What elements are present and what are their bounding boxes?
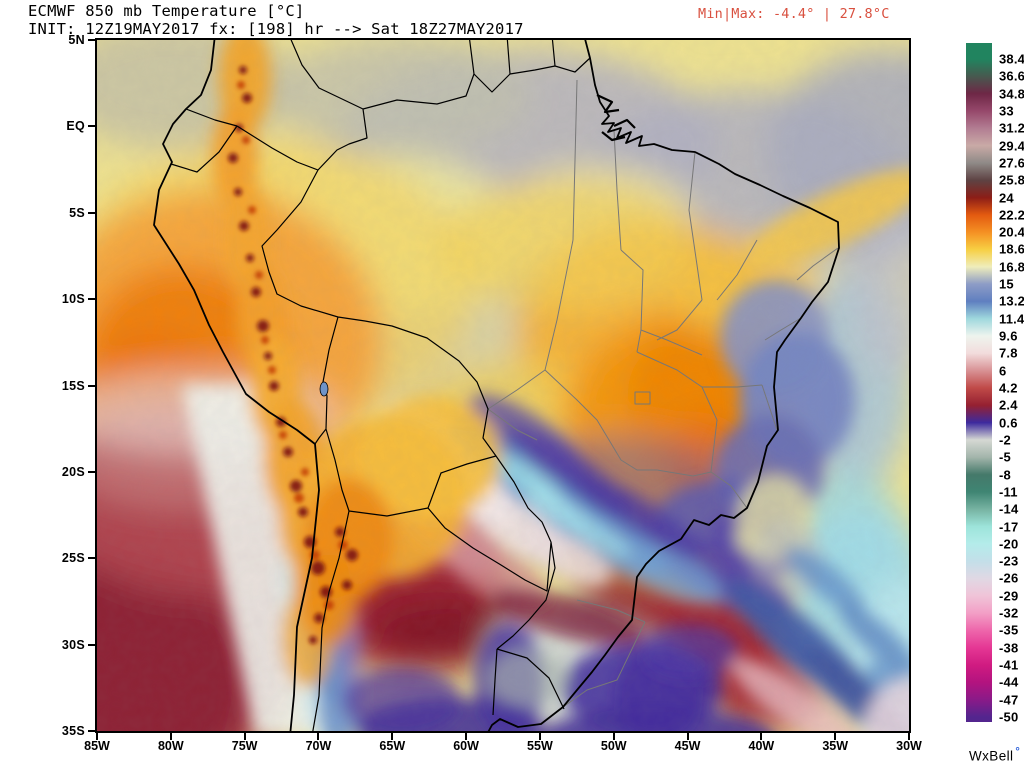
lon-tick-60W [465,733,468,740]
lat-tick-25S [88,557,95,560]
lat-label-10S: 10S [61,292,85,307]
lon-tick-40W [760,733,763,740]
colorbar-value-18.6: 18.6 [999,241,1024,257]
colorbar-value-9.6: 9.6 [999,328,1018,344]
lon-label-40W: 40W [748,739,775,753]
lat-tick-35S [88,730,95,732]
colorbar-value--32: -32 [999,605,1019,621]
lon-label-75W: 75W [231,739,258,753]
state-borders [487,79,839,708]
lat-tick-5S [88,211,95,214]
lon-label-35W: 35W [822,739,849,753]
lon-label-30W: 30W [896,739,922,753]
colorbar-value-38.4: 38.4 [999,51,1024,67]
colorbar-value--17: -17 [999,519,1019,535]
colorbar-value--35: -35 [999,622,1019,638]
lat-tick-10S [88,298,95,301]
colorbar-value--29: -29 [999,588,1019,604]
wxbell-logo: WxBell ° [969,746,1020,764]
lon-tick-50W [612,733,615,740]
lon-label-60W: 60W [453,739,479,753]
degree-mark: ° [1015,746,1021,758]
lon-label-70W: 70W [305,739,332,753]
colorbar-value--41: -41 [999,657,1019,673]
lon-label-85W: 85W [84,739,110,753]
init-valid-line: INIT: 12Z19MAY2017 fx: [198] hr --> Sat … [28,20,524,38]
lon-tick-65W [391,733,394,740]
colorbar-value--44: -44 [999,674,1019,690]
minmax-readout: Min|Max: -4.4° | 27.8°C [698,6,890,22]
colorbar-value-7.8: 7.8 [999,345,1018,361]
colorbar-value-25.8: 25.8 [999,172,1024,188]
lon-tick-75W [243,733,246,740]
lat-label-30S: 30S [61,637,85,652]
colorbar-value-20.4: 20.4 [999,224,1024,240]
lon-tick-35W [834,733,837,740]
lat-tick-30S [88,643,95,646]
colorbar-value-16.8: 16.8 [999,259,1024,275]
pacific-coast-path [153,40,320,731]
colorbar-gradient [966,43,992,722]
lon-label-65W: 65W [379,739,406,753]
colorbar-value--5: -5 [999,449,1011,465]
wxbell-text: WxBell [969,748,1014,764]
colorbar-value--47: -47 [999,692,1019,708]
colorbar-value--23: -23 [999,553,1019,569]
colorbar-value--2: -2 [999,432,1011,448]
lon-label-45W: 45W [674,739,701,753]
map-frame [95,38,911,733]
lon-tick-80W [169,733,172,740]
lat-label-5S: 5S [69,205,85,220]
colorbar-value-27.6: 27.6 [999,155,1024,171]
colorbar-value--50: -50 [999,709,1019,725]
colorbar-value--26: -26 [999,570,1019,586]
amazon-delta-detail [596,94,636,142]
colorbar-value-15: 15 [999,276,1014,292]
lat-tick-20S [88,470,95,473]
lat-label-5N: 5N [68,33,85,47]
colorbar-value--38: -38 [999,640,1019,656]
colorbar-value-13.2: 13.2 [999,293,1024,309]
colorbar-value-4.2: 4.2 [999,380,1018,396]
country-borders [170,40,591,731]
colorbar-value-22.2: 22.2 [999,207,1024,223]
colorbar-value-31.2: 31.2 [999,120,1024,136]
temperature-field-map [97,40,909,731]
lake-titicaca [319,381,329,397]
colorbar-value-34.8: 34.8 [999,86,1024,102]
colorbar-value-0.6: 0.6 [999,415,1018,431]
colorbar-value--8: -8 [999,467,1011,483]
lon-tick-45W [686,733,689,740]
page-title: ECMWF 850 mb Temperature [°C] [28,2,305,20]
lat-label-35S: 35S [61,724,85,738]
lon-label-55W: 55W [527,739,553,753]
lat-tick-EQ [88,125,95,128]
coastline [153,40,840,731]
lon-tick-70W [317,733,320,740]
colorbar-value--20: -20 [999,536,1019,552]
lon-tick-85W [96,733,98,740]
colorbar-value-29.4: 29.4 [999,138,1024,154]
lat-label-20S: 20S [61,464,85,479]
colorbar-value-24: 24 [999,190,1014,206]
lat-label-25S: 25S [61,551,85,566]
colorbar-value-11.4: 11.4 [999,311,1024,327]
atlantic-coast-path [487,40,840,731]
lon-tick-55W [538,733,541,740]
colorbar-value-33: 33 [999,103,1014,119]
colorbar-value-36.6: 36.6 [999,68,1024,84]
lat-label-15S: 15S [61,378,85,393]
lat-tick-5N [88,39,95,41]
contour-noise-overlay [97,40,909,731]
colorbar-value--14: -14 [999,501,1019,517]
colorbar-value-2.4: 2.4 [999,397,1018,413]
colorbar-value-6: 6 [999,363,1007,379]
lon-label-80W: 80W [157,739,184,753]
lat-tick-15S [88,384,95,387]
lon-label-50W: 50W [600,739,627,753]
lon-tick-30W [908,733,910,740]
lat-label-EQ: EQ [66,119,85,134]
colorbar-value--11: -11 [999,484,1018,500]
